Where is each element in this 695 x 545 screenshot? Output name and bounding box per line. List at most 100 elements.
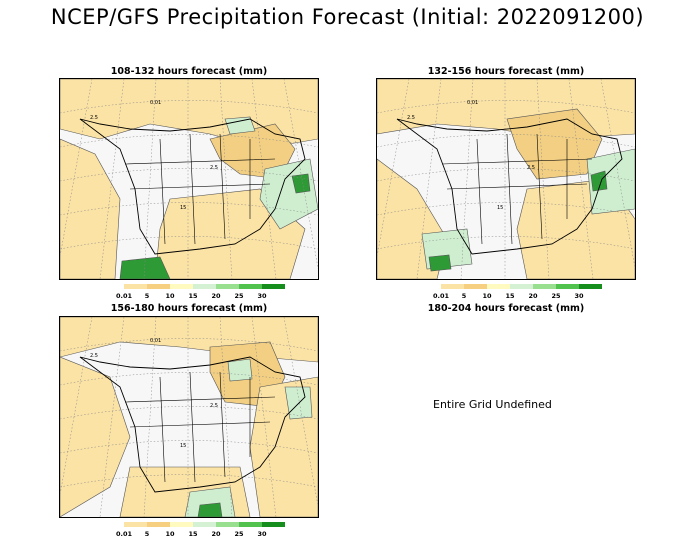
precip-region	[590, 170, 608, 192]
legend-2-bar	[441, 284, 602, 289]
precip-region	[291, 173, 311, 194]
legend-level-label: 25	[551, 292, 561, 300]
panel-title-4: 180-204 hours forecast (mm)	[427, 303, 585, 314]
latitude-line	[60, 202, 318, 216]
precip-region	[197, 502, 223, 517]
precip-map-2-svg: 2.5 0.01 2.5 15	[377, 79, 635, 279]
contour-label: 15	[180, 205, 186, 211]
legend-level-label: 15	[188, 292, 198, 300]
legend-level-label: 30	[257, 292, 267, 300]
undefined-grid-message: Entire Grid Undefined	[433, 398, 552, 411]
longitude-line	[377, 79, 410, 259]
contour-label: 2.5	[407, 115, 415, 121]
panel-title-2: 132-156 hours forecast (mm)	[427, 66, 585, 77]
legend-level-label: 0.01	[432, 292, 450, 300]
contour-label: 15	[497, 205, 503, 211]
legend-swatch	[147, 284, 170, 289]
precip-map-3: 2.5 0.01 2.5 15	[59, 316, 319, 518]
legend-level-label: 10	[165, 530, 175, 538]
precip-region	[586, 148, 635, 215]
continent-outline	[396, 118, 623, 255]
longitude-line	[283, 317, 318, 508]
legend-swatch	[193, 284, 216, 289]
contour-label: 2.5	[90, 115, 98, 121]
legend-level-label: 20	[211, 292, 221, 300]
precip-map-2: 2.5 0.01 2.5 15	[376, 78, 636, 280]
contour-label: 0.01	[150, 100, 161, 106]
legend-level-label: 25	[234, 530, 244, 538]
contour-label: 2.5	[210, 165, 218, 171]
legend-level-label: 20	[528, 292, 538, 300]
legend-swatch	[170, 522, 193, 527]
precip-region	[428, 254, 452, 272]
precip-region	[119, 256, 171, 279]
contour-label: 0.01	[467, 100, 478, 106]
legend-1-bar	[124, 284, 285, 289]
continent-outline	[79, 356, 306, 493]
precip-map-1: 2.5 0.01 2.5 15	[59, 78, 319, 280]
precip-region	[227, 358, 253, 382]
main-title: NCEP/GFS Precipitation Forecast (Initial…	[50, 5, 645, 29]
legend-swatch	[239, 284, 262, 289]
longitude-line	[283, 79, 318, 270]
legend-level-label: 30	[574, 292, 584, 300]
latitude-line	[377, 168, 635, 182]
legend-level-label: 15	[505, 292, 515, 300]
legend-swatch	[487, 284, 510, 289]
latitude-line	[377, 236, 635, 250]
legend-swatch	[147, 522, 170, 527]
latitude-line	[60, 168, 318, 182]
contour-label: 15	[180, 443, 186, 449]
contour-label: 0.01	[150, 338, 161, 344]
legend-level-label: 5	[144, 530, 150, 538]
latitude-line	[60, 372, 318, 386]
latitude-line	[60, 134, 318, 148]
latitude-line	[377, 134, 635, 148]
legend-swatch	[170, 284, 193, 289]
legend-swatch	[239, 522, 262, 527]
precip-region	[184, 486, 236, 517]
legend-swatch	[464, 284, 487, 289]
legend-swatch	[533, 284, 556, 289]
legend-level-label: 5	[144, 292, 150, 300]
panel-title-1: 108-132 hours forecast (mm)	[110, 66, 268, 77]
legend-level-label: 10	[165, 292, 175, 300]
latitude-line	[60, 338, 318, 352]
legend-level-label: 0.01	[115, 292, 133, 300]
legend-level-label: 5	[461, 292, 467, 300]
legend-swatch	[262, 284, 285, 289]
legend-level-label: 0.01	[115, 530, 133, 538]
state-boundaries	[124, 133, 276, 245]
legend-swatch	[441, 284, 464, 289]
legend-swatch	[216, 284, 239, 289]
legend-swatch	[216, 522, 239, 527]
legend-swatch	[556, 284, 579, 289]
latitude-line	[60, 100, 318, 114]
legend-3-bar	[124, 522, 285, 527]
legend-level-label: 15	[188, 530, 198, 538]
legend-swatch	[193, 522, 216, 527]
legend-level-label: 10	[482, 292, 492, 300]
contour-label: 2.5	[90, 353, 98, 359]
latitude-line	[60, 474, 318, 488]
precip-map-3-svg: 2.5 0.01 2.5 15	[60, 317, 318, 517]
continent-outline	[79, 118, 306, 255]
latitude-line	[60, 236, 318, 250]
legend-level-label: 20	[211, 530, 221, 538]
precip-map-1-svg: 2.5 0.01 2.5 15	[60, 79, 318, 279]
legend-swatch	[262, 522, 285, 527]
latitude-line	[377, 202, 635, 216]
legend-swatch	[124, 522, 147, 527]
legend-swatch	[579, 284, 602, 289]
longitude-line	[60, 79, 93, 259]
longitude-line	[600, 79, 635, 270]
legend-level-label: 30	[257, 530, 267, 538]
legend-level-label: 25	[234, 292, 244, 300]
state-boundaries	[124, 371, 276, 483]
legend-swatch	[124, 284, 147, 289]
state-boundaries	[441, 133, 593, 245]
latitude-line	[377, 100, 635, 114]
latitude-line	[60, 440, 318, 454]
precip-region	[224, 116, 256, 135]
precip-region	[154, 188, 306, 279]
